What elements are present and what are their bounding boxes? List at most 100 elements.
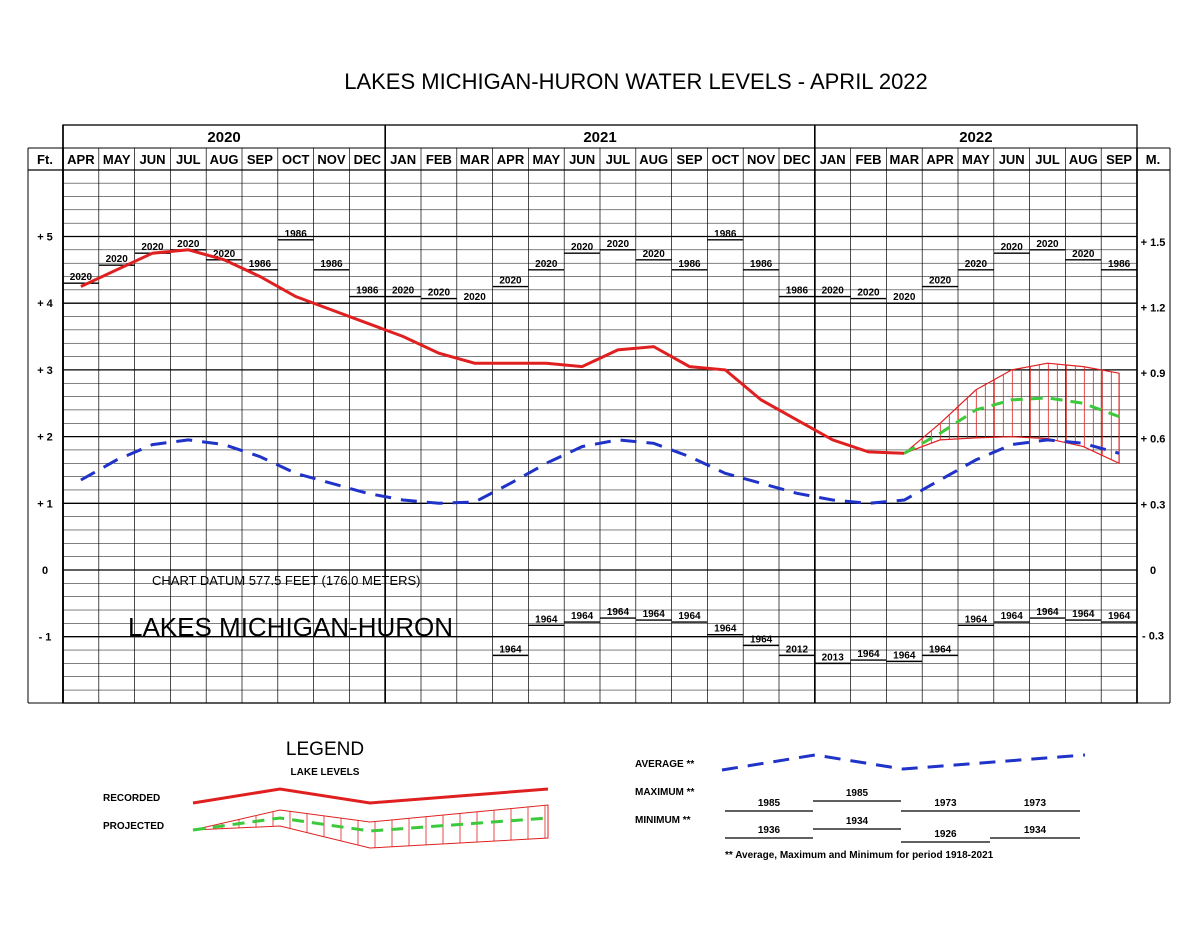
projected-envelope [903,362,1120,465]
legend-average-label: AVERAGE ** [635,759,694,770]
record-min-year: 2013 [822,652,845,663]
chart-annotations: CHART DATUM 577.5 FEET (176.0 METERS) LA… [128,573,453,642]
right-tick-label: 0 [1150,565,1156,577]
record-min-year: 1964 [499,644,522,655]
chart-datum-label: CHART DATUM 577.5 FEET (176.0 METERS) [152,573,421,588]
right-tick-label: + 0.6 [1141,434,1166,446]
month-label: JUL [1035,152,1060,167]
record-max-year: 2020 [1001,242,1024,253]
legend-footnote: ** Average, Maximum and Minimum for peri… [725,850,994,861]
recorded-series-line [80,248,905,455]
record-min-year: 1964 [893,650,916,661]
chart-headers: 2020 2021 2022 APR MAY JUN JUL AUG SEP OCT NOV DEC J… [37,129,1160,167]
month-label: SEP [676,152,702,167]
month-label: AUG [210,152,239,167]
legend-average-line [721,753,1086,772]
record-min-year: 1964 [607,607,630,618]
chart-grid [27,124,1171,704]
legend-projected-label: PROJECTED [103,821,164,832]
record-max-year: 1986 [356,286,379,297]
record-max-year: 2020 [499,276,522,287]
record-min-year: 1964 [643,609,666,620]
record-max-year: 2020 [213,249,236,260]
record-min-year: 1964 [857,649,880,660]
record-min-year: 1964 [1108,611,1131,622]
month-label: SEP [247,152,273,167]
month-label: AUG [1069,152,1098,167]
legend-min-year: 1934 [846,816,869,827]
record-min-year: 1964 [571,611,594,622]
record-max-year: 2020 [822,286,845,297]
y-axes: + 5 + 4 + 3 + 2 + 1 0 - 1 + 1.5 + 1.2 + 0.9 + 0.6 +… [37,232,1165,644]
record-max-year: 2020 [857,288,880,299]
month-label: APR [67,152,95,167]
record-max-year: 1986 [750,259,773,270]
left-tick-label: - 1 [39,632,52,644]
record-max-year: 1986 [1108,259,1131,270]
legend-recorded-label: RECORDED [103,793,160,804]
record-min-year: 1964 [1036,607,1059,618]
right-tick-label: + 0.3 [1141,499,1166,511]
month-label: NOV [317,152,346,167]
month-label: APR [926,152,954,167]
month-label: APR [497,152,525,167]
record-max-year: 2020 [571,242,594,253]
legend-minimum-label: MINIMUM ** [635,815,691,826]
month-label: OCT [712,152,740,167]
legend-subheading: LAKE LEVELS [291,767,360,778]
legend-max-year: 1985 [758,798,781,809]
legend-max-year: 1985 [846,788,869,799]
month-label: DEC [783,152,811,167]
record-min-year: 2012 [786,644,809,655]
record-max-year: 2020 [177,239,200,250]
month-label: DEC [354,152,382,167]
record-max-year: 2020 [1072,249,1095,260]
month-label: OCT [282,152,310,167]
month-label: FEB [426,152,452,167]
record-max-year: 2020 [106,254,129,265]
month-label: JUL [606,152,631,167]
month-label: JAN [820,152,846,167]
record-max-year: 2020 [535,259,558,270]
record-max-year: 2020 [893,292,916,303]
record-max-year: 2020 [1036,239,1059,250]
record-max-year: 2020 [70,272,93,283]
record-max-year: 1986 [249,259,272,270]
legend-projected-line [192,816,549,833]
record-min-year: 1964 [750,634,773,645]
record-min-year: 1964 [1001,611,1024,622]
left-tick-label: 0 [42,565,48,577]
left-tick-label: + 4 [37,298,53,310]
right-axis-unit: M. [1146,152,1160,167]
record-max-year: 1986 [678,259,701,270]
legend-projected-envelope [192,804,549,849]
right-tick-label: + 1.2 [1141,302,1166,314]
record-max-year: 2020 [965,259,988,270]
left-tick-label: + 2 [37,432,53,444]
right-tick-label: + 1.5 [1141,237,1166,249]
legend-min-year: 1934 [1024,825,1047,836]
record-max-year: 2020 [607,239,630,250]
lake-name-label: LAKES MICHIGAN-HURON [128,612,453,642]
year-label: 2020 [207,129,240,146]
average-series-line [80,438,1120,505]
month-label: MAR [460,152,490,167]
legend-recorded-line [192,787,549,805]
month-label: JUL [176,152,201,167]
left-tick-label: + 3 [37,365,53,377]
left-tick-label: + 5 [37,232,53,244]
record-max-year: 2020 [141,242,164,253]
month-label: MAY [103,152,131,167]
chart-title: LAKES MICHIGAN-HURON WATER LEVELS - APRI… [344,69,928,94]
legend-min-year: 1936 [758,825,781,836]
legend-maximum-label: MAXIMUM ** [635,787,695,798]
month-label: NOV [747,152,776,167]
month-label: JUN [139,152,165,167]
record-markers: 2020 2020 2020 2020 2020 1986 1986 1986 1986 2020… [63,229,1137,665]
legend-max-year: 1973 [934,798,957,809]
legend-min-year: 1926 [934,829,957,840]
month-label: JUN [569,152,595,167]
record-max-year: 1986 [285,229,308,240]
left-axis-unit: Ft. [37,152,53,167]
